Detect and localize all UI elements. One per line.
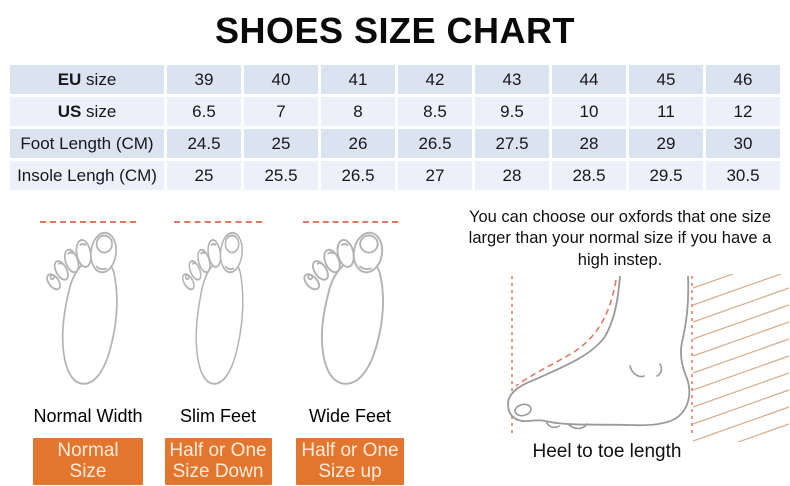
cell: 8.5 [398, 97, 472, 126]
size-chart-table: EU size 39 40 41 42 43 44 45 46 US size … [7, 62, 783, 193]
cell: 25 [244, 129, 318, 158]
cell: 29 [629, 129, 703, 158]
cell: 26.5 [321, 161, 395, 190]
cell: 45 [629, 65, 703, 94]
cell: 6.5 [167, 97, 241, 126]
size-down-button[interactable]: Half or One Size Down [164, 438, 272, 485]
cell: 10 [552, 97, 626, 126]
cell: 46 [706, 65, 780, 94]
foot-side-view-illustration [482, 253, 790, 459]
cell: 8 [321, 97, 395, 126]
cell: 27 [398, 161, 472, 190]
foot-top-view-slim-icon [181, 230, 246, 385]
cell: 7 [244, 97, 318, 126]
foot-type-label: Slim Feet [179, 406, 257, 426]
foot-type-slim-feet: Slim Feet Half or One Size Down [155, 218, 281, 485]
row-label-foot-length: Foot Length (CM) [10, 129, 164, 158]
cell: 12 [706, 97, 780, 126]
cell: 30.5 [706, 161, 780, 190]
table-row-foot-length: Foot Length (CM) 24.5 25 26 26.5 27.5 28… [10, 129, 780, 158]
cell: 44 [552, 65, 626, 94]
foot-type-label: Wide Feet [308, 406, 392, 426]
cell: 27.5 [475, 129, 549, 158]
cell: 26.5 [398, 129, 472, 158]
cell: 30 [706, 129, 780, 158]
heel-to-toe-label: Heel to toe length [532, 441, 682, 462]
page-title: SHOES SIZE CHART [214, 10, 576, 51]
row-label-insole-length: Insole Lengh (CM) [10, 161, 164, 190]
cell: 24.5 [167, 129, 241, 158]
cell: 40 [244, 65, 318, 94]
cell: 25 [167, 161, 241, 190]
sizing-tip-text: You can choose our oxfords that one size… [468, 208, 772, 269]
foot-type-label: Normal Width [33, 406, 143, 426]
foot-top-view-wide-icon [301, 229, 386, 385]
row-label-us: US size [10, 97, 164, 126]
instep-dash-line [515, 279, 617, 387]
cell: 29.5 [629, 161, 703, 190]
foot-type-normal-width: Normal Width Normal Size [22, 218, 154, 485]
normal-size-button[interactable]: Normal Size [33, 438, 143, 485]
cell: 28.5 [552, 161, 626, 190]
table-row-us: US size 6.5 7 8 8.5 9.5 10 11 12 [10, 97, 780, 126]
cell: 26 [321, 129, 395, 158]
foot-top-view-normal-icon [45, 230, 120, 385]
table-row-eu: EU size 39 40 41 42 43 44 45 46 [10, 65, 780, 94]
cell: 41 [321, 65, 395, 94]
cell: 43 [475, 65, 549, 94]
foot-type-wide-feet: Wide Feet Half or One Size up [287, 218, 413, 485]
row-label-eu: EU size [10, 65, 164, 94]
table-row-insole-length: Insole Lengh (CM) 25 25.5 26.5 27 28 28.… [10, 161, 780, 190]
cell: 39 [167, 65, 241, 94]
cell: 9.5 [475, 97, 549, 126]
size-up-button[interactable]: Half or One Size up [296, 438, 404, 485]
cell: 28 [552, 129, 626, 158]
cell: 28 [475, 161, 549, 190]
cell: 25.5 [244, 161, 318, 190]
cell: 42 [398, 65, 472, 94]
cell: 11 [629, 97, 703, 126]
toe-measure-dash-line [40, 221, 136, 223]
toe-measure-dash-line [174, 221, 262, 223]
toe-measure-dash-line [302, 221, 398, 223]
